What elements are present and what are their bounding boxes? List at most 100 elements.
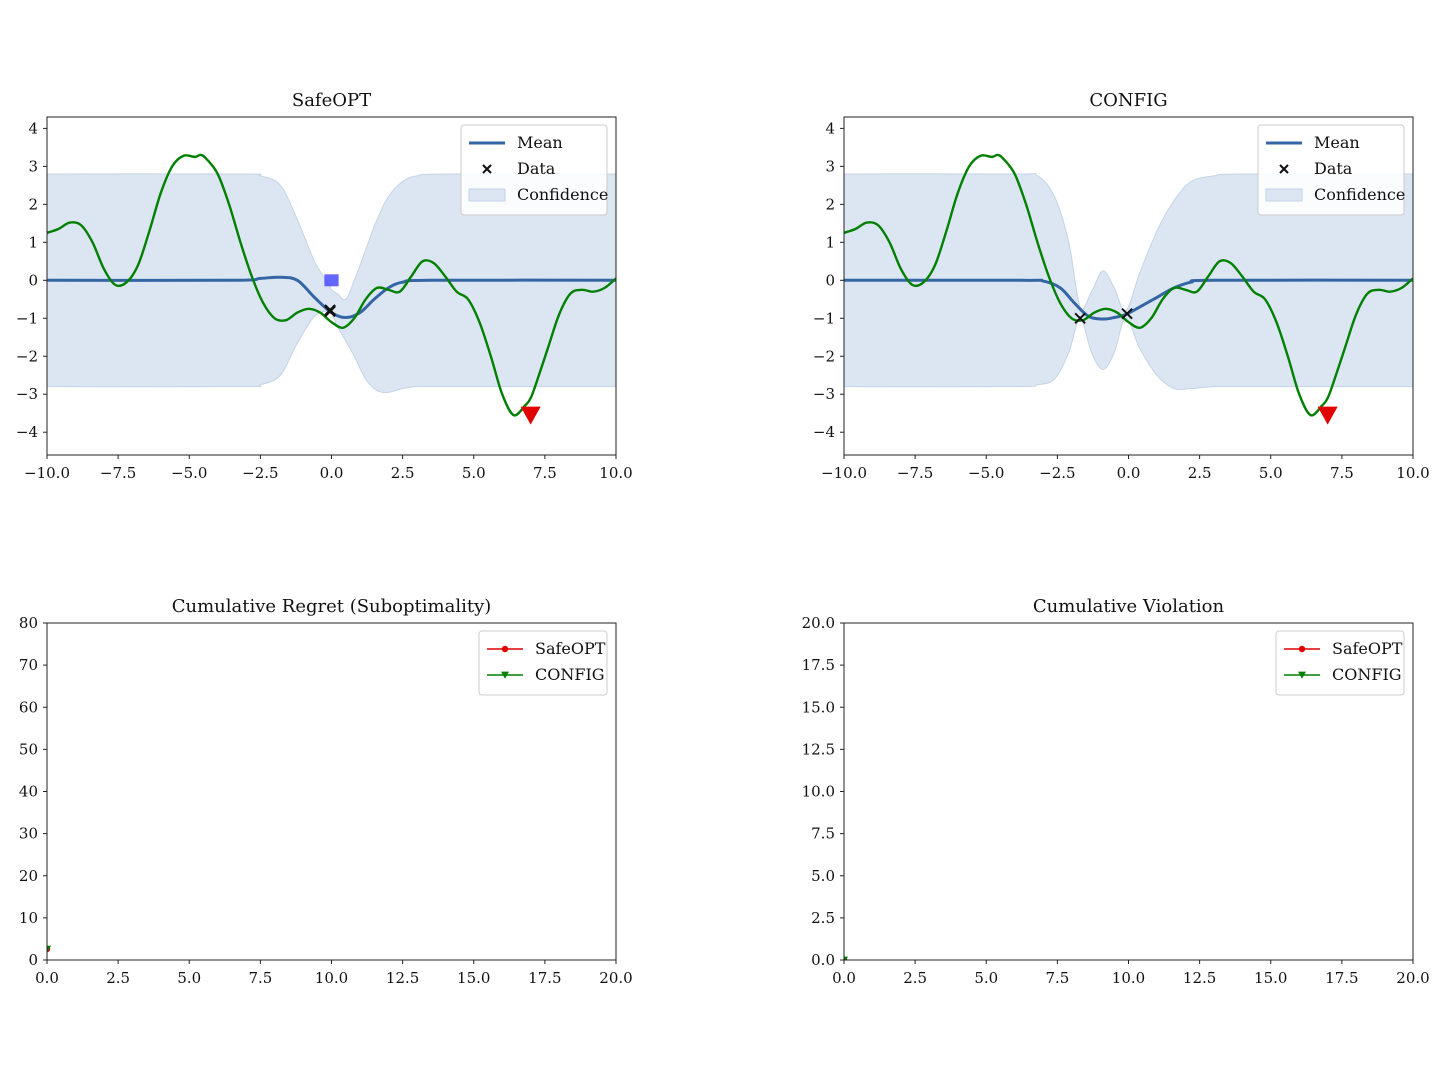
x-tick-label: 20.0 xyxy=(599,969,632,987)
legend-label: Mean xyxy=(1314,133,1360,152)
y-tick-label: 7.5 xyxy=(811,825,835,843)
safe-set-marker xyxy=(324,274,339,287)
y-tick-label: 20.0 xyxy=(802,614,835,632)
y-tick-label: 80 xyxy=(19,614,38,632)
y-tick-label: −4 xyxy=(813,423,835,441)
legend-label: Data xyxy=(1314,159,1353,178)
y-tick-label: 4 xyxy=(825,119,835,137)
x-tick-label: 17.5 xyxy=(1325,969,1358,987)
chart-3: Cumulative Violation 0.0 2.5 5.0 7.5 10.0 12.5… xyxy=(802,596,1430,987)
x-tick-label: 20.0 xyxy=(1396,969,1429,987)
x-tick-label: −5.0 xyxy=(968,464,1004,482)
x-tick-label: 2.5 xyxy=(1188,464,1212,482)
legend-label: CONFIG xyxy=(535,665,605,684)
legend-confidence-swatch xyxy=(1265,188,1303,202)
mean-line xyxy=(47,275,616,320)
chart-title: CONFIG xyxy=(1089,90,1167,111)
data-point-1-b xyxy=(324,304,336,316)
x-tick-label: −2.5 xyxy=(1039,464,1075,482)
optimum-marker xyxy=(520,406,541,425)
legend: SafeOPT CONFIG xyxy=(478,630,608,696)
x-tick-label: −7.5 xyxy=(100,464,136,482)
legend-box xyxy=(478,630,608,696)
y-tick-label: 2 xyxy=(825,195,835,213)
x-tick-label: 10.0 xyxy=(1112,969,1145,987)
y-tick-label: −2 xyxy=(813,347,835,365)
y-tick-label: 20 xyxy=(19,867,38,885)
legend-data-swatch-b xyxy=(482,164,492,174)
x-tick-label: −7.5 xyxy=(897,464,933,482)
plot-area xyxy=(47,945,51,953)
data-point-2-b xyxy=(324,305,336,318)
y-tick-label: 70 xyxy=(19,656,38,674)
y-tick-label: −1 xyxy=(16,309,38,327)
x-tick-label: 2.5 xyxy=(903,969,927,987)
chart-0: SafeOPT −10.0 −7.5 −5.0 −2.5 0.0 2.5 5.0 7.5 10.0… xyxy=(16,90,633,482)
y-tick-label: 50 xyxy=(19,740,38,758)
x-tick-label: 5.0 xyxy=(1259,464,1283,482)
legend-safeopt-marker xyxy=(1298,645,1306,653)
legend-label: Confidence xyxy=(1314,185,1405,204)
chart-title: Cumulative Violation xyxy=(1033,596,1225,617)
x-tick-label: 5.0 xyxy=(177,969,201,987)
y-tick-label: 4 xyxy=(28,119,38,137)
x-tick-label: 0.0 xyxy=(35,969,59,987)
y-tick-label: 60 xyxy=(19,698,38,716)
x-tick-label: 15.0 xyxy=(457,969,490,987)
x-tick-label: −10.0 xyxy=(24,464,70,482)
series-point-config-0 xyxy=(47,945,51,953)
legend-label: Data xyxy=(517,159,556,178)
chart-2: Cumulative Regret (Suboptimality) 0.0 2.5 5… xyxy=(19,596,633,987)
chart-title: SafeOPT xyxy=(292,90,371,111)
x-tick-label: 10.0 xyxy=(1396,464,1429,482)
x-tick-label: 7.5 xyxy=(248,969,272,987)
series-point-config-0 xyxy=(844,956,848,960)
y-tick-label: −3 xyxy=(16,385,38,403)
y-tick-label: 0 xyxy=(28,271,38,289)
legend-config-marker xyxy=(1298,671,1306,679)
y-tick-label: −2 xyxy=(16,347,38,365)
y-tick-label: 3 xyxy=(28,157,38,175)
y-tick-label: 10.0 xyxy=(802,783,835,801)
x-tick-label: 12.5 xyxy=(1183,969,1216,987)
y-tick-label: 10 xyxy=(19,909,38,927)
plot-area xyxy=(844,956,848,960)
data-point-1-b xyxy=(1121,308,1133,320)
x-tick-label: 0.0 xyxy=(1117,464,1141,482)
legend-label: Mean xyxy=(517,133,563,152)
y-tick-label: 2 xyxy=(28,195,38,213)
legend-label: Confidence xyxy=(517,185,608,204)
data-point-0-b xyxy=(1074,312,1086,324)
chart-1: CONFIG −10.0 −7.5 −5.0 −2.5 0.0 2.5 5.0 7.5 10.0 −… xyxy=(813,90,1430,482)
y-tick-label: −3 xyxy=(813,385,835,403)
x-tick-label: 2.5 xyxy=(391,464,415,482)
x-tick-label: 10.0 xyxy=(599,464,632,482)
x-tick-label: 7.5 xyxy=(1045,969,1069,987)
x-tick-label: −5.0 xyxy=(171,464,207,482)
y-tick-label: 30 xyxy=(19,825,38,843)
y-tick-label: 1 xyxy=(825,233,835,251)
y-tick-label: 0 xyxy=(28,951,38,969)
y-tick-label: 0 xyxy=(825,271,835,289)
legend-label: SafeOPT xyxy=(1332,639,1403,658)
x-tick-label: 0.0 xyxy=(832,969,856,987)
optimum-marker xyxy=(1317,406,1338,425)
y-tick-label: 17.5 xyxy=(802,656,835,674)
objective-line xyxy=(844,153,1413,417)
legend-box xyxy=(1275,630,1405,696)
y-tick-label: 2.5 xyxy=(811,909,835,927)
plot-area xyxy=(47,153,616,425)
x-tick-label: 5.0 xyxy=(974,969,998,987)
x-tick-label: 5.0 xyxy=(462,464,486,482)
x-tick-label: 10.0 xyxy=(315,969,348,987)
y-tick-label: −4 xyxy=(16,423,38,441)
x-tick-label: 15.0 xyxy=(1254,969,1287,987)
legend-data-swatch-b xyxy=(1279,164,1289,174)
plot-area xyxy=(844,153,1413,425)
x-tick-label: −10.0 xyxy=(821,464,867,482)
objective-line xyxy=(47,153,616,417)
legend: Mean Data Confidence xyxy=(1257,124,1405,216)
x-tick-label: 7.5 xyxy=(533,464,557,482)
legend-label: CONFIG xyxy=(1332,665,1402,684)
